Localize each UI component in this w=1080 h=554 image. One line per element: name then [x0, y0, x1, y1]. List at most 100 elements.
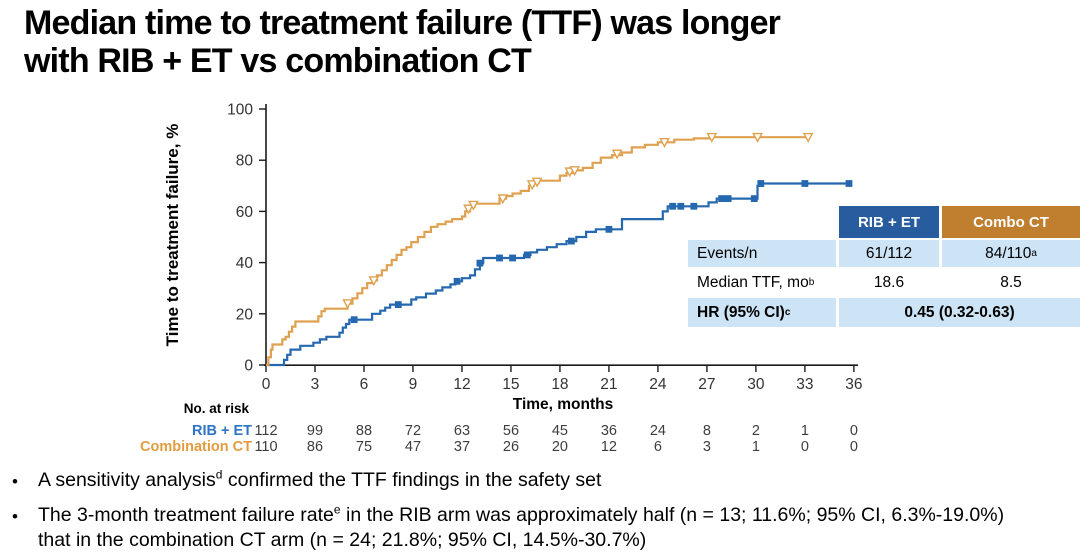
censor-mark-triangle	[706, 132, 718, 143]
x-tick-label: 30	[747, 376, 765, 393]
censor-mark-square	[509, 254, 516, 262]
x-tick-label: 27	[698, 376, 715, 393]
censor-mark-triangle	[531, 177, 543, 188]
at-risk-value: 75	[356, 439, 372, 455]
at-risk-value: 63	[454, 423, 470, 439]
x-tick-label: 15	[502, 376, 519, 393]
censor-mark-square	[567, 237, 575, 245]
censor-mark-square	[845, 180, 853, 187]
row-events-label: Events/n	[688, 240, 836, 267]
bullet2-footnote: e	[333, 502, 341, 517]
censor-mark-square	[718, 195, 726, 202]
censor-mark-square	[453, 277, 461, 285]
at-risk-title: No. at risk	[184, 401, 250, 416]
y-tick-label: 100	[227, 102, 253, 119]
at-risk-value: 8	[703, 423, 711, 439]
at-risk-value: 45	[552, 423, 568, 439]
row-events-rib: 61/112	[839, 240, 939, 267]
censor-mark-triangle	[526, 180, 538, 191]
at-risk-value: 56	[503, 423, 519, 439]
km-curve-combination-ct	[266, 136, 810, 367]
censor-mark-square	[605, 225, 613, 233]
at-risk-value: 1	[752, 439, 760, 455]
censor-mark-square	[394, 301, 402, 308]
at-risk-value: 12	[601, 439, 617, 455]
censor-mark-triangle	[802, 132, 814, 143]
row-hr-value: 0.45 (0.32-0.63)	[839, 298, 1080, 327]
events-combo-value: 84/110	[985, 244, 1032, 262]
at-risk-value: 112	[254, 423, 277, 439]
censor-mark-triangle	[611, 149, 623, 160]
x-axis-title: Time, months	[513, 396, 613, 413]
censor-mark-square	[677, 202, 685, 210]
y-tick-label: 80	[236, 153, 254, 170]
summary-table-header-combo: Combo CT	[942, 206, 1080, 238]
hr-value-text: 0.45 (0.32-0.63)	[904, 303, 1015, 321]
censor-mark-square	[523, 251, 531, 259]
at-risk-value: 88	[356, 423, 372, 439]
bullet2-post: in the RIB arm was approximately half (n…	[38, 504, 1005, 551]
censor-mark-triangle	[659, 137, 670, 148]
slide-title-line2: with RIB + ET vs combination CT	[24, 42, 532, 80]
at-risk-value: 20	[552, 439, 568, 455]
at-risk-value: 99	[307, 423, 323, 439]
header-rib-label: RIB + ET	[857, 213, 921, 231]
at-risk-value: 0	[850, 439, 858, 455]
y-tick-label: 60	[236, 204, 254, 221]
censor-mark-square	[801, 180, 809, 187]
x-tick-label: 21	[600, 376, 617, 393]
y-axis-title: Time to treatment failure, %	[163, 124, 182, 347]
at-risk-value: 47	[405, 439, 421, 455]
x-tick-label: 6	[360, 376, 369, 393]
bullet-failure-rate: • The 3-month treatment failure ratee in…	[12, 503, 1072, 553]
row-median-label: Median TTF, mo b	[697, 273, 815, 291]
at-risk-value: 37	[454, 439, 470, 455]
bullet-dot: •	[12, 507, 18, 526]
censor-mark-triangle	[342, 299, 354, 310]
at-risk-value: 72	[405, 423, 421, 439]
censor-mark-triangle	[752, 132, 763, 143]
x-tick-label: 9	[409, 376, 418, 393]
censor-mark-square	[724, 195, 732, 202]
x-tick-label: 0	[262, 376, 271, 393]
censor-mark-triangle	[569, 166, 581, 177]
at-risk-value: 0	[850, 423, 858, 439]
censor-mark-triangle	[463, 204, 474, 215]
slide-title: Median time to treatment failure (TTF) w…	[24, 4, 1064, 80]
row-events-combo: 84/110 a	[942, 240, 1080, 267]
median-label-text: Median TTF, mo	[697, 273, 809, 291]
row-median-combo: 8.5	[942, 269, 1080, 296]
x-tick-label: 3	[311, 376, 320, 393]
censor-mark-square	[669, 202, 677, 210]
events-rib-value: 61/112	[865, 244, 913, 262]
at-risk-row-label-rib-et: RIB + ET	[192, 423, 252, 439]
at-risk-value: 110	[254, 439, 277, 455]
row-hr-label: HR (95% CI) c	[688, 298, 836, 327]
summary-table-corner	[688, 206, 836, 238]
header-combo-label: Combo CT	[973, 213, 1049, 231]
median-rib-value: 18.6	[873, 273, 905, 291]
censor-mark-triangle	[368, 276, 380, 287]
slide-title-line1: Median time to treatment failure (TTF) w…	[24, 4, 781, 42]
hr-label-text: HR (95% CI)	[697, 303, 785, 321]
censor-mark-square	[750, 195, 758, 202]
bullet1-footnote: d	[215, 467, 223, 482]
at-risk-value: 24	[650, 423, 666, 439]
median-combo-value: 8.5	[1000, 273, 1022, 291]
censor-mark-square	[476, 259, 484, 267]
at-risk-value: 86	[307, 439, 323, 455]
bullet2-pre: The 3-month treatment failure rate	[38, 504, 334, 526]
summary-table: RIB + ET Combo CT Events/n 61/112 84/110…	[688, 206, 1080, 327]
censor-mark-square	[496, 254, 503, 262]
censor-mark-square	[757, 180, 765, 187]
censor-mark-square	[690, 202, 698, 210]
x-tick-label: 36	[845, 376, 862, 393]
at-risk-value: 26	[503, 439, 519, 455]
row-median-rib: 18.6	[839, 269, 939, 296]
x-tick-label: 33	[796, 376, 813, 393]
x-tick-label: 12	[453, 376, 470, 393]
bullet-list: • A sensitivity analysisd confirmed the …	[12, 468, 1072, 554]
y-tick-label: 20	[236, 306, 254, 323]
